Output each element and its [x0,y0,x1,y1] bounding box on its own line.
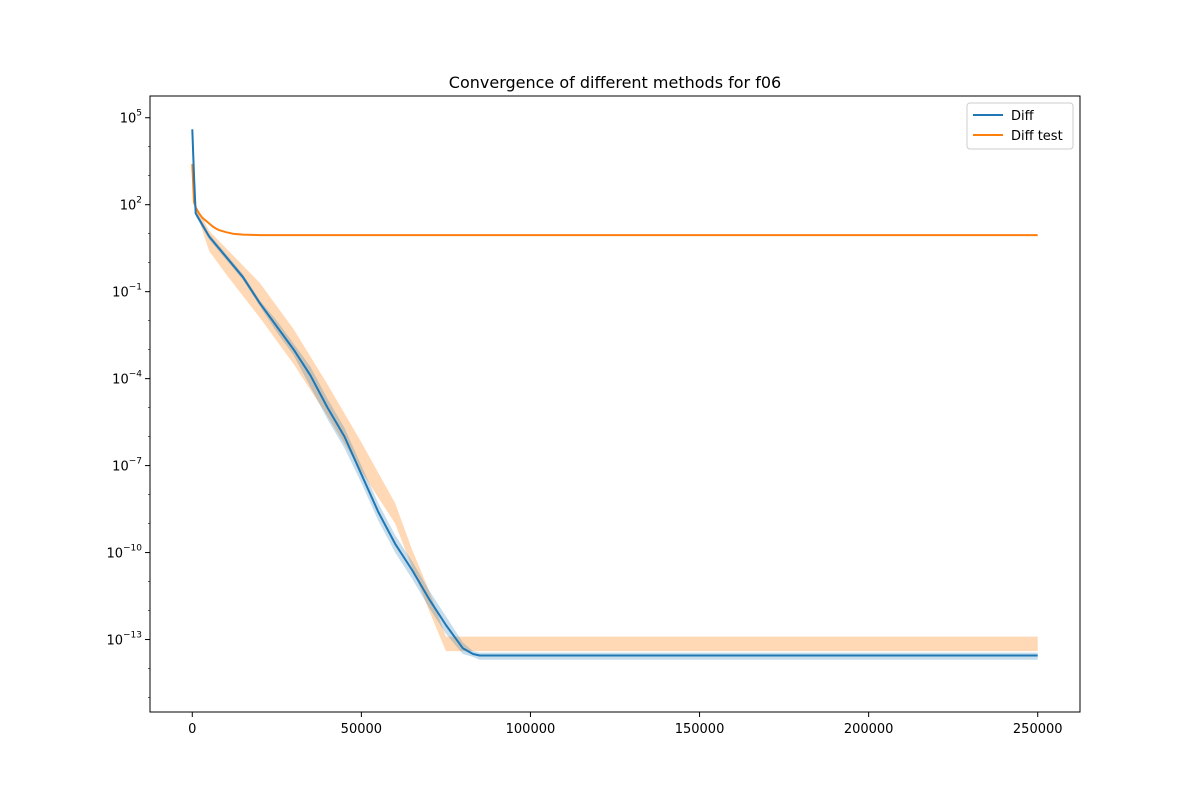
y-tick-label: 10−13 [106,631,142,649]
legend-label-diff-test: Diff test [1011,129,1063,144]
x-tick-label: 100000 [506,722,556,737]
x-axis: 0 50000 100000 150000 200000 250000 [188,712,1063,737]
y-tick-label: 102 [120,196,142,214]
line-diff-test [191,164,1038,237]
y-tick-label: 10−10 [106,544,142,562]
y-tick-label: 105 [120,109,142,127]
x-tick-label: 250000 [1013,722,1063,737]
x-tick-label: 150000 [675,722,725,737]
x-tick-label: 50000 [341,722,382,737]
y-tick-label: 10−4 [112,370,142,388]
confidence-bands [192,126,1038,660]
plot-frame [149,95,1081,713]
x-tick-label: 0 [188,722,196,737]
y-tick-label: 10−1 [112,283,142,301]
chart-title: Convergence of different methods for f06 [449,73,781,92]
x-tick-label: 200000 [844,722,894,737]
series-lines [191,129,1038,657]
legend: Diff Diff test [966,102,1074,150]
y-tick-label: 10−7 [112,457,142,475]
legend-label-diff: Diff [1011,109,1035,124]
band-diff-test [192,161,1038,652]
line-diff [191,129,1038,657]
